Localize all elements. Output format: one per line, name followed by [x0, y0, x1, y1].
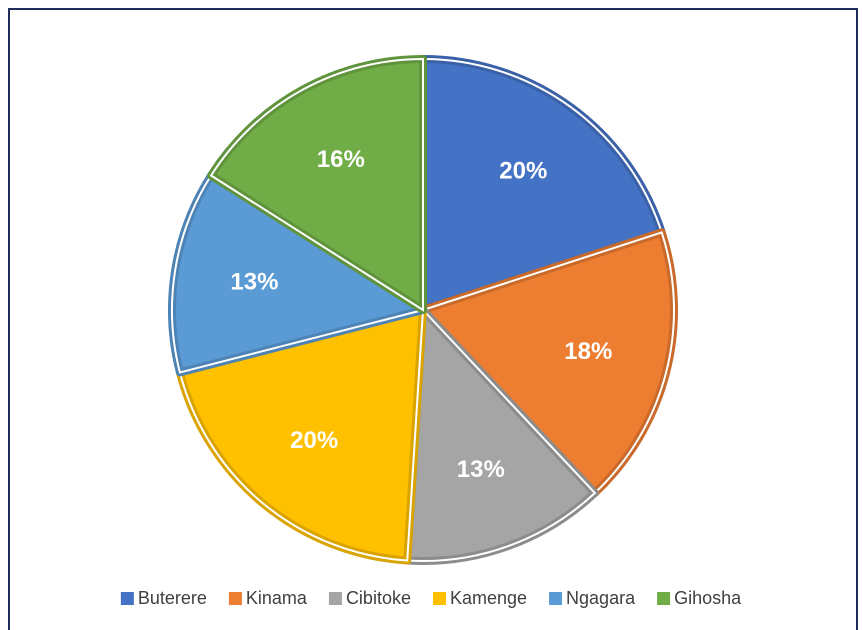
- legend-swatch: [549, 592, 563, 605]
- legend-swatch: [120, 592, 134, 605]
- slice-separator: [178, 308, 425, 562]
- legend-swatch: [432, 592, 446, 605]
- slice-separator: [209, 57, 424, 312]
- data-labels: 20% 18% 13% 20% 13% 16%: [230, 146, 612, 483]
- slice-separator: [171, 174, 426, 374]
- data-label: 13%: [457, 456, 505, 483]
- data-label: 20%: [290, 427, 338, 454]
- slice-separator: [421, 231, 675, 495]
- slice-separator: [406, 307, 597, 562]
- legend-label: Gihosha: [674, 588, 742, 608]
- legend-label: Kinama: [246, 588, 308, 608]
- data-label: 13%: [230, 269, 278, 296]
- legend-label: Kamenge: [450, 588, 527, 608]
- pie: [168, 55, 678, 565]
- legend-swatch: [328, 592, 342, 605]
- legend-swatch: [228, 592, 242, 605]
- legend-label: Ngagara: [566, 588, 636, 608]
- data-label: 18%: [564, 338, 612, 365]
- legend-label: Cibitoke: [346, 588, 411, 608]
- slice-separator: [422, 57, 663, 312]
- legend-swatch: [657, 592, 671, 605]
- data-label: 16%: [317, 146, 365, 173]
- legend: Buterere Kinama Cibitoke Kamenge Ngagara Giho…: [120, 588, 742, 608]
- data-label: 20%: [499, 157, 547, 184]
- legend-label: Buterere: [138, 588, 207, 608]
